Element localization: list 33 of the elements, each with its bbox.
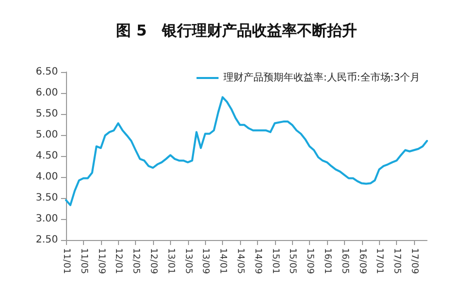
x-tick-label: 16/01 <box>322 248 332 274</box>
x-tick-label: 16/05 <box>339 248 350 274</box>
x-tick-label: 13/09 <box>200 248 210 274</box>
y-tick-label: 2.50 <box>36 234 58 246</box>
x-tick-label: 15/09 <box>304 248 315 274</box>
y-tick-label: 3.50 <box>36 192 58 204</box>
y-tick-label: 4.50 <box>36 150 58 162</box>
x-tick-label: 13/01 <box>165 248 176 274</box>
chart-title: 图 5 银行理财产品收益率不断抬升 <box>116 22 357 40</box>
y-tick-label: 5.50 <box>36 108 58 120</box>
x-tick-label: 11/01 <box>61 248 71 274</box>
x-tick-label: 13/05 <box>182 248 193 274</box>
y-tick-label: 5.00 <box>36 130 58 140</box>
x-tick-label: 17/09 <box>408 248 419 274</box>
x-tick-label: 11/05 <box>78 248 88 274</box>
x-tick-label: 14/01 <box>218 248 228 274</box>
x-tick-label: 11/09 <box>96 248 106 274</box>
x-tick-label: 16/09 <box>356 248 367 274</box>
x-tick-label: 12/09 <box>148 248 158 274</box>
x-tick-label: 15/01 <box>270 248 280 274</box>
y-tick-label: 3.00 <box>36 214 58 224</box>
x-tick-label: 12/05 <box>130 248 141 274</box>
legend-label: 理财产品预期年收益率:人民币:全市场:3个月 <box>224 72 420 84</box>
x-tick-label: 17/01 <box>374 248 384 274</box>
x-tick-label: 17/05 <box>392 248 402 274</box>
x-tick-label: 14/09 <box>252 248 262 274</box>
x-tick-label: 12/01 <box>113 248 124 274</box>
x-tick-label: 14/05 <box>234 248 245 274</box>
y-tick-label: 6.00 <box>36 88 58 98</box>
y-tick-label: 6.50 <box>36 66 58 78</box>
line-series <box>65 96 428 206</box>
x-tick-label: 15/05 <box>287 248 298 274</box>
y-tick-label: 4.00 <box>36 172 58 182</box>
